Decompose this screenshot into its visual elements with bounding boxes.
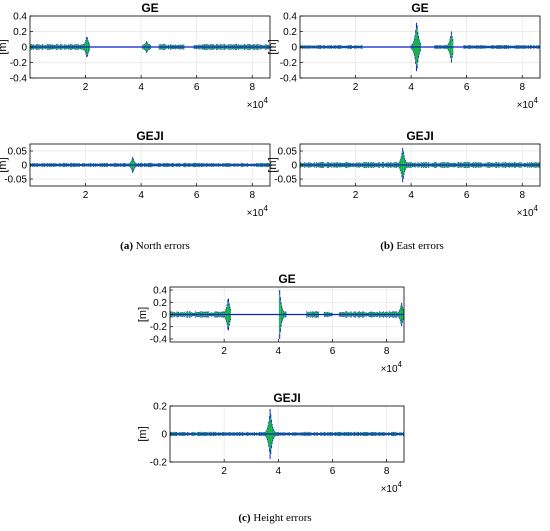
x-multiplier-exponent: 4 [398,360,403,369]
y-axis-label: [m] [0,39,9,54]
x-multiplier-exponent: 4 [534,96,539,105]
x-tick-label: 6 [330,466,336,477]
x-multiplier-base: ×10 [517,100,534,111]
y-tick-label: -0.05 [274,175,297,186]
x-multiplier-base: ×10 [247,208,264,219]
y-axis-label: [m] [137,307,149,322]
y-tick-label: 0 [21,161,27,172]
caption-height-errors: (c) Height errors [238,512,311,524]
x-tick-label: 6 [194,190,200,201]
y-tick-label: -0.05 [4,175,27,186]
y-axis-label: [m] [267,157,279,172]
x-tick-label: 4 [276,346,282,357]
y-tick-label: 0.4 [283,12,297,23]
x-tick-label: 8 [384,466,390,477]
x-tick-label: 2 [83,82,89,93]
y-tick-label: 0.2 [153,402,167,413]
panel-title: GE [141,1,158,15]
x-multiplier-base: ×10 [517,208,534,219]
y-tick-label: 0.2 [153,298,167,309]
x-tick-label: 2 [221,346,227,357]
panel-title: GE [411,1,428,15]
y-axis-label: [m] [0,157,9,172]
series-points [300,22,540,72]
panel-title: GEJI [136,129,163,143]
series-points [170,408,404,460]
x-multiplier-base: ×10 [247,100,264,111]
x-multiplier-base: ×10 [381,364,398,375]
x-multiplier: ×104 [381,360,403,375]
panel-title: GEJI [406,129,433,143]
y-tick-label: 0 [161,310,167,321]
x-tick-label: 6 [330,346,336,357]
caption-north-errors: (a) North errors [120,240,190,252]
x-tick-label: 8 [249,82,255,93]
x-multiplier-exponent: 4 [534,204,539,213]
series-points [170,290,404,339]
y-tick-label: -0.2 [10,58,28,69]
x-tick-label: 2 [353,190,359,201]
x-multiplier-exponent: 4 [264,204,269,213]
x-tick-label: 2 [353,82,359,93]
panel-title: GE [278,272,295,286]
x-multiplier: ×104 [381,480,403,495]
x-tick-label: 2 [83,190,89,201]
y-tick-label: -0.4 [10,74,28,85]
y-tick-label: 0 [161,430,167,441]
y-tick-label: 0.05 [8,147,28,158]
x-tick-label: 8 [384,346,390,357]
y-axis-label: [m] [137,426,149,441]
x-tick-label: 8 [249,190,255,201]
x-multiplier-base: ×10 [381,484,398,495]
series-points [30,157,270,173]
x-tick-label: 6 [194,82,200,93]
x-multiplier-exponent: 4 [398,480,403,489]
x-tick-label: 6 [464,190,470,201]
y-tick-label: 0 [291,43,297,54]
y-axis-label: [m] [267,39,279,54]
y-tick-label: 0.2 [13,27,27,38]
x-tick-label: 2 [221,466,227,477]
caption-east-errors: (b) East errors [380,240,444,252]
y-tick-label: -0.4 [150,334,168,345]
x-tick-label: 4 [276,466,282,477]
x-multiplier: ×104 [247,204,269,219]
x-tick-label: 4 [408,190,414,201]
x-multiplier: ×104 [517,96,539,111]
x-tick-label: 6 [464,82,470,93]
y-tick-label: 0.4 [13,12,27,23]
x-multiplier: ×104 [247,96,269,111]
x-tick-label: 4 [408,82,414,93]
y-tick-label: -0.2 [150,322,168,333]
y-tick-label: -0.2 [280,58,298,69]
series-points [300,147,540,183]
y-tick-label: 0.2 [283,27,297,38]
series-points [30,36,270,58]
x-tick-label: 8 [519,82,525,93]
x-tick-label: 4 [138,190,144,201]
y-tick-label: 0 [291,161,297,172]
y-tick-label: 0.05 [278,147,298,158]
y-tick-label: 0 [21,43,27,54]
x-tick-label: 8 [519,190,525,201]
x-multiplier-exponent: 4 [264,96,269,105]
y-tick-label: -0.2 [150,458,168,469]
x-tick-label: 4 [138,82,144,93]
y-tick-label: 0.4 [153,286,167,297]
panel-title: GEJI [273,391,300,405]
y-tick-label: -0.4 [280,74,298,85]
x-multiplier: ×104 [517,204,539,219]
